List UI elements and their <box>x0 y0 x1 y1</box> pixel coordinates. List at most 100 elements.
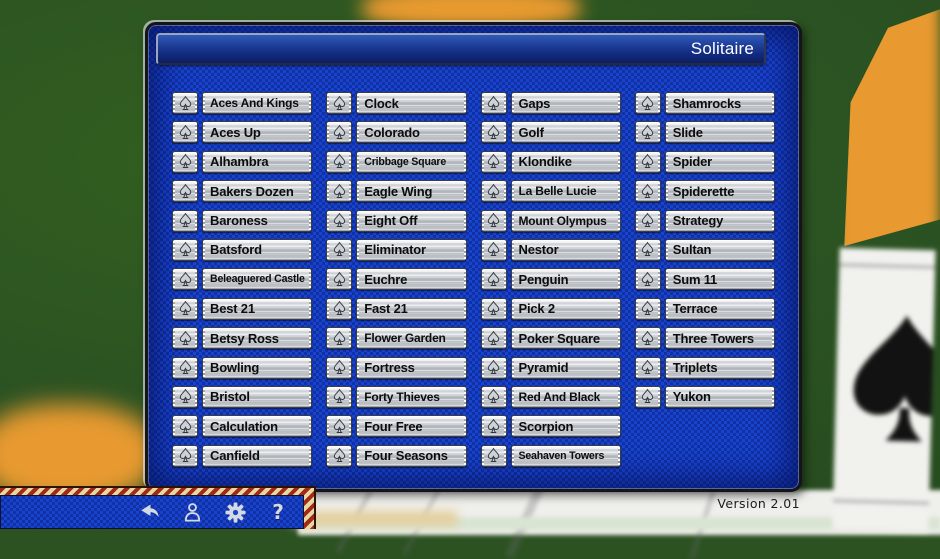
game-button[interactable]: Spider <box>664 150 775 173</box>
game-button[interactable]: Pyramid <box>510 356 621 379</box>
game-button[interactable]: Eliminator <box>356 238 467 261</box>
deal-spade-button[interactable] <box>172 385 198 408</box>
deal-spade-button[interactable] <box>480 415 507 438</box>
game-button[interactable]: Calculation <box>202 415 313 438</box>
game-button[interactable]: Red And Black <box>510 385 621 408</box>
game-button[interactable]: Euchre <box>356 268 467 291</box>
deal-spade-button[interactable] <box>634 150 661 173</box>
deal-spade-button[interactable] <box>480 444 507 467</box>
deal-spade-button[interactable] <box>326 385 353 408</box>
game-button[interactable]: Four Free <box>356 415 467 438</box>
deal-spade-button[interactable] <box>172 444 198 467</box>
deal-spade-button[interactable] <box>480 356 507 379</box>
game-button[interactable]: Aces And Kings <box>202 92 313 114</box>
deal-spade-button[interactable] <box>172 92 198 114</box>
deal-spade-button[interactable] <box>480 297 507 320</box>
deal-spade-button[interactable] <box>326 150 353 173</box>
game-button[interactable]: Clock <box>356 92 467 114</box>
game-button[interactable]: Fortress <box>356 356 467 379</box>
deal-spade-button[interactable] <box>634 209 661 232</box>
deal-spade-button[interactable] <box>326 238 353 261</box>
deal-spade-button[interactable] <box>634 92 661 114</box>
game-button[interactable]: La Belle Lucie <box>510 180 621 203</box>
game-button[interactable]: Poker Square <box>510 327 621 350</box>
game-button[interactable]: Shamrocks <box>664 92 775 114</box>
game-button[interactable]: Scorpion <box>510 415 621 438</box>
deal-spade-button[interactable] <box>480 327 507 350</box>
game-button[interactable]: Four Seasons <box>356 444 467 467</box>
game-button[interactable]: Beleaguered Castle <box>202 268 313 291</box>
deal-spade-button[interactable] <box>634 327 661 350</box>
deal-spade-button[interactable] <box>326 327 353 350</box>
game-button[interactable]: Forty Thieves <box>356 385 467 408</box>
deal-spade-button[interactable] <box>634 238 661 261</box>
deal-spade-button[interactable] <box>480 268 507 291</box>
deal-spade-button[interactable] <box>326 121 353 144</box>
game-button[interactable]: Eagle Wing <box>356 180 467 203</box>
game-button[interactable]: Batsford <box>202 238 313 261</box>
game-button[interactable]: Terrace <box>664 297 775 320</box>
deal-spade-button[interactable] <box>326 297 353 320</box>
deal-spade-button[interactable] <box>480 121 507 144</box>
game-button[interactable]: Canfield <box>202 444 313 467</box>
deal-spade-button[interactable] <box>326 180 353 203</box>
game-button[interactable]: Slide <box>664 121 775 144</box>
game-button[interactable]: Sultan <box>664 238 775 261</box>
settings-button[interactable] <box>223 500 247 524</box>
deal-spade-button[interactable] <box>172 150 198 173</box>
deal-spade-button[interactable] <box>172 415 198 438</box>
deal-spade-button[interactable] <box>326 92 353 114</box>
deal-spade-button[interactable] <box>326 209 353 232</box>
game-button[interactable]: Golf <box>510 121 621 144</box>
game-button[interactable]: Gaps <box>510 92 621 114</box>
game-button[interactable]: Pick 2 <box>510 297 621 320</box>
deal-spade-button[interactable] <box>480 92 507 114</box>
player-button[interactable] <box>180 500 204 524</box>
deal-spade-button[interactable] <box>172 356 198 379</box>
game-button[interactable]: Bakers Dozen <box>202 180 313 203</box>
deal-spade-button[interactable] <box>480 150 507 173</box>
deal-spade-button[interactable] <box>172 327 198 350</box>
deal-spade-button[interactable] <box>172 180 198 203</box>
deal-spade-button[interactable] <box>480 209 507 232</box>
game-button[interactable]: Eight Off <box>356 209 467 232</box>
deal-spade-button[interactable] <box>326 268 353 291</box>
deal-spade-button[interactable] <box>172 297 198 320</box>
deal-spade-button[interactable] <box>480 180 507 203</box>
game-button[interactable]: Baroness <box>202 209 313 232</box>
deal-spade-button[interactable] <box>634 180 661 203</box>
game-button[interactable]: Three Towers <box>664 327 775 350</box>
deal-spade-button[interactable] <box>172 121 198 144</box>
game-button[interactable]: Best 21 <box>202 297 313 320</box>
deal-spade-button[interactable] <box>634 121 661 144</box>
deal-spade-button[interactable] <box>480 238 507 261</box>
deal-spade-button[interactable] <box>172 238 198 261</box>
game-button[interactable]: Aces Up <box>202 121 313 144</box>
game-button[interactable]: Fast 21 <box>356 297 467 320</box>
deal-spade-button[interactable] <box>634 268 661 291</box>
game-button[interactable]: Bowling <box>202 356 313 379</box>
deal-spade-button[interactable] <box>172 268 198 291</box>
deal-spade-button[interactable] <box>480 385 507 408</box>
game-button[interactable]: Nestor <box>510 238 621 261</box>
game-button[interactable]: Yukon <box>664 385 775 408</box>
game-button[interactable]: Strategy <box>664 209 775 232</box>
game-button[interactable]: Spiderette <box>664 180 775 203</box>
game-button[interactable]: Colorado <box>356 121 467 144</box>
game-button[interactable]: Penguin <box>510 268 621 291</box>
game-button[interactable]: Betsy Ross <box>202 327 313 350</box>
game-button[interactable]: Bristol <box>202 385 313 408</box>
deal-spade-button[interactable] <box>326 444 353 467</box>
deal-spade-button[interactable] <box>634 356 661 379</box>
deal-spade-button[interactable] <box>326 415 353 438</box>
game-button[interactable]: Sum 11 <box>664 268 775 291</box>
back-button[interactable] <box>137 500 161 524</box>
deal-spade-button[interactable] <box>634 297 661 320</box>
deal-spade-button[interactable] <box>634 385 661 408</box>
game-button[interactable]: Triplets <box>664 356 775 379</box>
game-button[interactable]: Seahaven Towers <box>510 444 621 467</box>
game-button[interactable]: Flower Garden <box>356 327 467 350</box>
game-button[interactable]: Alhambra <box>202 150 313 173</box>
game-button[interactable]: Cribbage Square <box>356 150 467 173</box>
deal-spade-button[interactable] <box>172 209 198 232</box>
